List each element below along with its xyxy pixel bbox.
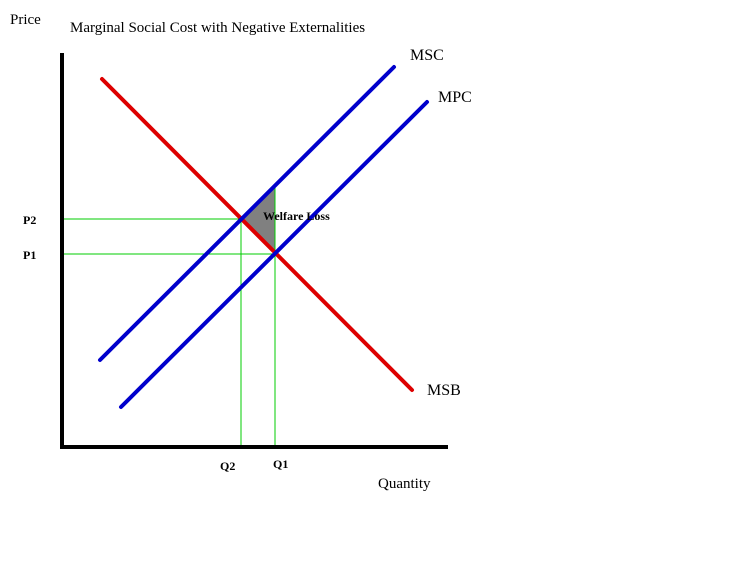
quantity-label: Q2: [220, 459, 235, 473]
curve-label: MSB: [427, 382, 461, 399]
curve-label: MSC: [410, 47, 444, 64]
quantity-label: Q1: [273, 457, 288, 471]
welfare-loss-area: [241, 186, 275, 254]
price-label: P2: [23, 213, 36, 227]
y-axis-label: Price: [10, 12, 41, 28]
msc-curve: [98, 65, 396, 362]
annotation: Welfare Loss: [263, 209, 330, 223]
price-label: P1: [23, 248, 36, 262]
msb-curve: [100, 77, 414, 392]
guide-lines: [62, 186, 276, 447]
curve-label: MPC: [438, 89, 472, 106]
mpc-curve: [119, 100, 429, 409]
diagram-title: Marginal Social Cost with Negative Exter…: [70, 20, 365, 36]
x-axis-label: Quantity: [378, 476, 431, 492]
